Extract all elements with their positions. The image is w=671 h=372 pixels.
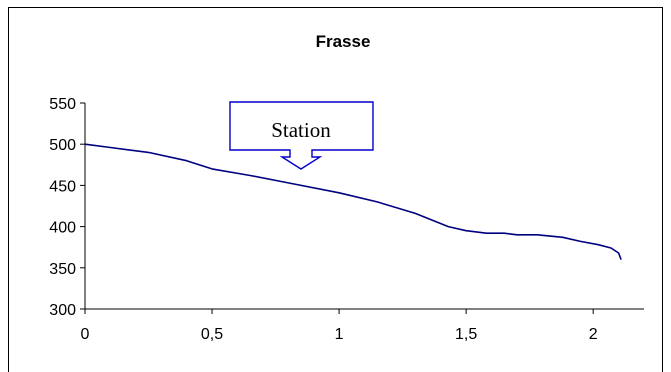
x-tick-label: 0,5 [201,326,223,343]
y-tick-label: 550 [49,96,76,113]
y-tick-label: 500 [49,137,76,154]
x-tick-label: 1 [335,326,344,343]
y-tick-label: 450 [49,178,76,195]
tick-labels: 300 350 400 450 500 550 0 0,5 1 1,5 2 [49,96,597,343]
chart-title: Frasse [316,32,371,51]
station-callout [229,101,374,170]
annotation-layer: Station [229,101,374,170]
station-callout-label: Station [271,118,331,142]
x-tick-label: 1,5 [455,326,477,343]
series-line [84,143,622,260]
y-tick-label: 400 [49,220,76,237]
y-tick-label: 300 [49,302,76,319]
series-layer [84,143,622,260]
axes [80,102,644,314]
x-tick-label: 2 [589,326,598,343]
x-tick-label: 0 [81,326,90,343]
chart-frame [8,7,663,372]
y-tick-label: 350 [49,261,76,278]
